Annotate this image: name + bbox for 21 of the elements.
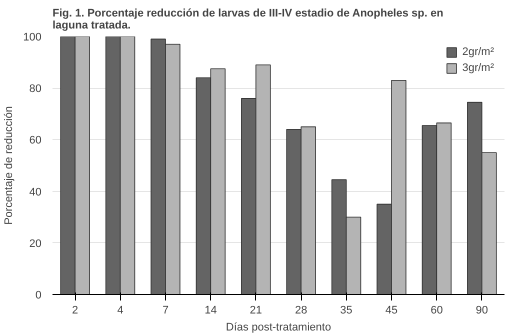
y-tick-label: 40 — [29, 186, 42, 198]
legend-label: 3gr/m² — [462, 62, 494, 74]
x-tick-label: 90 — [476, 304, 488, 316]
x-tick-label: 35 — [340, 304, 352, 316]
x-tick-label: 14 — [204, 304, 217, 316]
x-tick-label: 45 — [385, 304, 398, 316]
y-tick-label: 20 — [29, 238, 42, 250]
x-tick-label: 28 — [294, 304, 308, 316]
y-tick-label: 80 — [29, 83, 42, 96]
x-axis-title: Días post-tratamiento — [226, 322, 332, 334]
x-tick-label: 21 — [250, 304, 262, 316]
x-tick-label: 7 — [162, 304, 169, 316]
x-tick-label: 4 — [117, 304, 124, 316]
x-tick-label: 2 — [72, 304, 78, 316]
y-axis-title: Porcentaje de reducción — [3, 106, 16, 225]
y-tick-label: 100 — [23, 32, 42, 44]
y-tick-label: 0 — [35, 290, 42, 302]
legend-label: 2gr/m² — [462, 46, 494, 58]
x-tick-label: 60 — [430, 304, 443, 316]
chart-title: Fig. 1. Porcentaje reducción de larvas de III-IV estadio de Anopheles sp. en laguna tratada. — [52, 8, 444, 32]
y-tick-label: 60 — [29, 134, 42, 147]
